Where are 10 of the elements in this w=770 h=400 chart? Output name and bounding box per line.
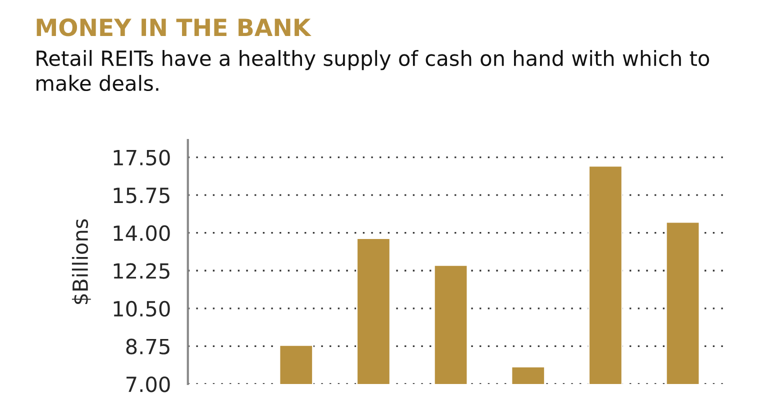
y-tick-label: 14.00 xyxy=(114,225,170,242)
y-tick-label: 12.25 xyxy=(114,263,170,279)
y-tick-label: 7.00 xyxy=(126,376,170,392)
chart-title: MONEY IN THE BANK xyxy=(36,18,312,36)
y-tick-label: 15.75 xyxy=(114,188,170,204)
y-tick-label: 8.75 xyxy=(126,338,170,354)
y-tick-label: 10.50 xyxy=(114,300,170,317)
chart-subtitle: Retail REITs have a healthy supply of cash on hand with which to make deals. xyxy=(36,50,710,92)
y-axis-title: $Billions xyxy=(72,219,91,304)
y-tick-label: 17.50 xyxy=(114,150,170,166)
